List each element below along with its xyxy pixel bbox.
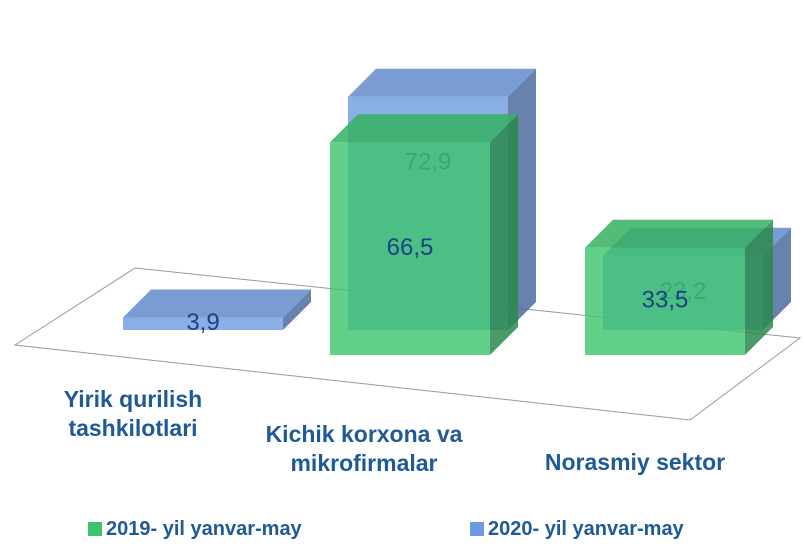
bar-top: [123, 289, 311, 318]
value-label: 33,5: [642, 287, 689, 314]
bar-side: [283, 289, 311, 330]
bar-top: [330, 114, 518, 143]
bar: [330, 142, 490, 355]
bar-top: [585, 219, 773, 248]
bar-side: [490, 114, 518, 355]
value-label: 66,5: [387, 234, 434, 261]
floor: [13, 267, 802, 421]
bar: [585, 247, 745, 355]
category-label: Yirik qurilish tashkilotlari: [63, 386, 203, 441]
bar-side: [745, 219, 773, 355]
legend-label: 2019- yil yanvar-may: [106, 518, 302, 540]
category-label: Norasmiy sektor: [544, 449, 726, 475]
legend-marker: [88, 522, 102, 536]
bar: [123, 317, 283, 330]
category-label: Kichik korxona va mikrofirmalar: [265, 421, 463, 476]
legend-marker: [470, 522, 484, 536]
value-label: 3,9: [186, 309, 219, 336]
legend-entry: 2020- yil yanvar-may: [470, 518, 684, 541]
bar-top: [348, 68, 536, 97]
legend-label: 2020- yil yanvar-may: [488, 518, 684, 540]
legend-entry: 2019- yil yanvar-may: [88, 518, 302, 541]
